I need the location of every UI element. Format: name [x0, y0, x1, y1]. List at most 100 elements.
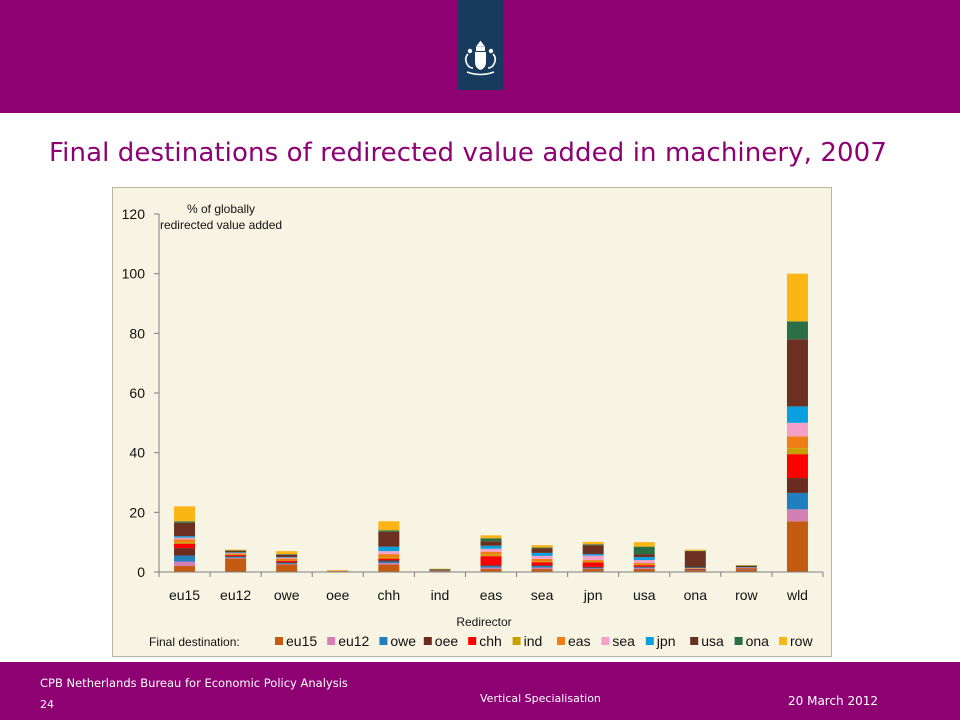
- bar-segment-eas-ind: [480, 554, 502, 557]
- legend-label-row: row: [790, 633, 813, 649]
- bar-segment-eu15-oee: [174, 548, 196, 556]
- legend-label-ona: ona: [746, 633, 770, 649]
- bar-segment-ona-sea: [684, 567, 706, 569]
- bar-segment-eu15-eu15: [174, 566, 196, 572]
- y-tick-label: 80: [129, 325, 145, 341]
- bar-segment-jpn-chh: [582, 562, 604, 567]
- bar-segment-row-eu12: [735, 569, 757, 570]
- bar-segment-jpn-ind: [582, 561, 604, 563]
- bar-segment-usa-ona: [633, 546, 655, 555]
- legend-title: Final destination:: [149, 635, 240, 649]
- legend-label-jpn: jpn: [656, 633, 676, 649]
- bar-segment-owe-owe: [276, 563, 298, 564]
- bar-segment-usa-sea: [633, 560, 655, 564]
- legend-swatch-row: [779, 637, 787, 645]
- bar-segment-chh-sea: [378, 551, 400, 555]
- legend-swatch-sea: [601, 637, 610, 645]
- bar-segment-eu12-eu15: [225, 558, 247, 572]
- bar-segment-chh-ona: [378, 530, 400, 532]
- bar-segment-usa-oee: [633, 566, 655, 568]
- bar-segment-chh-chh: [378, 558, 400, 561]
- bar-segment-eu15-owe: [174, 555, 196, 562]
- bar-segment-eas-eas: [480, 551, 502, 555]
- bar-segment-ona-ind: [684, 568, 706, 569]
- y-axis: 0 20 40 60 80 100 120: [122, 206, 160, 580]
- legend-swatch-eas: [557, 637, 565, 645]
- bar-segment-owe-usa: [276, 554, 298, 558]
- x-tick-label: sea: [531, 587, 554, 603]
- bar-segment-ona-eas: [684, 568, 706, 569]
- bar-segment-eas-jpn: [480, 545, 502, 549]
- bar-segment-wld-owe: [786, 492, 808, 510]
- bar-segment-owe-chh: [276, 560, 298, 563]
- bar-segment-eu12-sea: [225, 552, 247, 554]
- bar-segment-oee-eas: [327, 570, 349, 572]
- bar-segment-row-eu15: [735, 569, 757, 572]
- bar-segment-owe-eu12: [276, 563, 298, 565]
- bar-segment-eu12-usa: [225, 550, 247, 553]
- bar-segment-eu15-sea: [174, 537, 196, 540]
- bar-segment-row-owe: [735, 569, 757, 570]
- bar-segment-row-usa: [735, 565, 757, 568]
- bar-segment-chh-eu15: [378, 564, 400, 572]
- legend-label-oee: oee: [435, 633, 459, 649]
- bar-segment-owe-ona: [276, 554, 298, 555]
- y-axis-label: % of globally redirected value added: [160, 202, 282, 232]
- footer-organization: CPB Netherlands Bureau for Economic Poli…: [40, 676, 348, 690]
- x-tick-label: row: [735, 587, 758, 603]
- bar-segment-jpn-row: [582, 541, 604, 545]
- bar-segment-wld-eu12: [786, 509, 808, 522]
- chart-area: 0 20 40 60 80 100 120 eu15 eu12 owe oee chh ind eas s…: [112, 187, 832, 657]
- bar-segment-sea-ind: [531, 561, 553, 563]
- bar-segment-eas-oee: [480, 565, 502, 567]
- bar-segment-chh-owe: [378, 561, 400, 564]
- x-tick-label: chh: [378, 587, 401, 603]
- bar-segment-ona-eu12: [684, 569, 706, 571]
- y-tick-label: 0: [137, 564, 145, 580]
- legend-label-sea: sea: [612, 633, 635, 649]
- bar-segment-sea-sea: [531, 555, 553, 559]
- bar-segment-eu15-eas: [174, 539, 196, 543]
- legend-label-eu15: eu15: [286, 633, 317, 649]
- bar-segment-eu15-row: [174, 506, 196, 522]
- bar-segment-row-sea: [735, 567, 757, 569]
- bar-segment-sea-eu15: [531, 569, 553, 572]
- bar-segment-row-jpn: [735, 567, 757, 568]
- bar-segment-sea-oee: [531, 565, 553, 567]
- bar-segment-eu12-owe: [225, 556, 247, 558]
- footer-topic: Vertical Specialisation: [480, 692, 601, 705]
- bar-segment-eu15-ona: [174, 521, 196, 523]
- x-tick-label: usa: [633, 587, 656, 603]
- bar-segment-usa-row: [633, 542, 655, 547]
- x-tick-label: eas: [480, 587, 503, 603]
- bar-segment-jpn-owe: [582, 567, 604, 569]
- x-tick-label: oee: [326, 587, 350, 603]
- x-tick-label: ind: [431, 587, 450, 603]
- bar-segment-wld-ona: [786, 321, 808, 340]
- bar-segment-chh-row: [378, 521, 400, 531]
- logo-ribbon: [458, 0, 503, 90]
- bar-segment-chh-usa: [378, 531, 400, 547]
- bar-segment-owe-eu15: [276, 564, 298, 572]
- legend-label-usa: usa: [701, 633, 724, 649]
- bar-segment-sea-chh: [531, 562, 553, 566]
- legend-swatch-oee: [423, 637, 432, 645]
- bar-segment-ona-jpn: [684, 567, 706, 569]
- bar-segment-jpn-eu12: [582, 568, 604, 570]
- bar-segment-owe-oee: [276, 562, 298, 564]
- bar-segment-eu12-ona: [225, 550, 247, 552]
- x-axis-label: Redirector: [456, 615, 511, 629]
- bar-segment-wld-usa: [786, 339, 808, 407]
- bar-segment-chh-eas: [378, 554, 400, 558]
- bar-segment-chh-eu12: [378, 563, 400, 565]
- legend-swatch-ind: [512, 637, 521, 645]
- bar-segment-owe-sea: [276, 557, 298, 559]
- y-tick-label: 60: [129, 385, 145, 401]
- bar-segment-jpn-sea: [582, 555, 604, 561]
- bar-segment-usa-owe: [633, 567, 655, 569]
- x-axis: eu15 eu12 owe oee chh ind eas sea jpn usa ona row wl…: [158, 571, 824, 603]
- bar-segment-eu15-eu12: [174, 561, 196, 567]
- bar-segment-chh-jpn: [378, 546, 400, 552]
- bar-segment-sea-row: [531, 545, 553, 548]
- bar-segment-eu12-oee: [225, 555, 247, 557]
